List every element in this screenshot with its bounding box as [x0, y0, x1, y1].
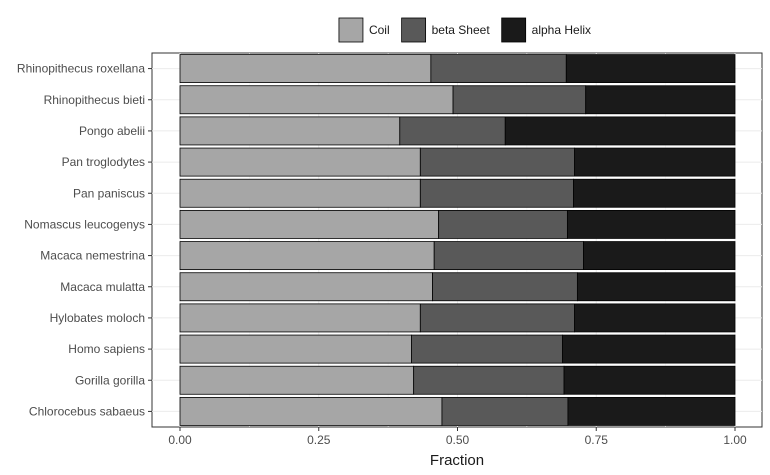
bar-segment-coil [179, 147, 421, 177]
bar-segment-coil [179, 241, 435, 271]
legend-label: Coil [369, 23, 390, 37]
bar-segment-coil [179, 178, 421, 208]
x-axis-title: Fraction [430, 452, 484, 469]
bar-segment-coil [179, 303, 421, 333]
y-tick-label: Macaca nemestrina [40, 249, 145, 263]
bar-segment-alpha-helix [566, 209, 736, 239]
bar-segment-beta-sheet [399, 116, 506, 146]
legend-key-beta-sheet [401, 17, 427, 43]
bar-segment-coil [179, 365, 415, 395]
bar-segment-beta-sheet [441, 396, 569, 426]
bar-segment-alpha-helix [567, 396, 736, 426]
x-tick-label: 0.00 [168, 433, 192, 447]
y-tick-label: Hylobates moloch [50, 311, 145, 325]
y-tick-label: Rhinopithecus bieti [44, 93, 145, 107]
x-tick-label: 0.25 [307, 433, 331, 447]
bar-segment-beta-sheet [419, 303, 576, 333]
bar-segment-coil [179, 85, 454, 115]
bar-segment-beta-sheet [419, 178, 574, 208]
y-tick-label: Gorilla gorilla [75, 373, 145, 387]
bar-segment-alpha-helix [504, 116, 736, 146]
y-tick-label: Macaca mulatta [60, 280, 145, 294]
y-tick-label: Chlorocebus sabaeus [29, 404, 145, 418]
bar-segment-alpha-helix [585, 85, 736, 115]
bar-segment-alpha-helix [565, 54, 736, 84]
y-tick-label: Rhinopithecus roxellana [17, 62, 145, 76]
y-tick-label: Pongo abelii [79, 124, 145, 138]
bar-segment-beta-sheet [413, 365, 565, 395]
y-tick-label: Nomascus leucogenys [24, 217, 145, 231]
bar-segment-beta-sheet [438, 209, 568, 239]
legend-key-coil [338, 17, 364, 43]
legend-key-alpha-helix [501, 17, 527, 43]
bar-segment-beta-sheet [433, 241, 584, 271]
bar-segment-coil [179, 116, 401, 146]
bar-segment-alpha-helix [583, 241, 736, 271]
bar-segment-alpha-helix [561, 334, 736, 364]
legend-label: alpha Helix [532, 23, 591, 37]
y-tick-label: Homo sapiens [68, 342, 145, 356]
bar-segment-alpha-helix [576, 272, 736, 302]
bar-segment-beta-sheet [432, 272, 578, 302]
x-tick-label: 0.75 [585, 433, 609, 447]
y-axis: Rhinopithecus roxellana Rhinopithecus bie… [17, 62, 152, 418]
bar-segment-coil [179, 54, 432, 84]
y-tick-label: Pan paniscus [73, 186, 145, 200]
bars [179, 54, 736, 426]
bar-segment-alpha-helix [573, 178, 736, 208]
bar-segment-beta-sheet [411, 334, 563, 364]
bar-segment-beta-sheet [452, 85, 587, 115]
x-tick-label: 0.50 [446, 433, 470, 447]
x-tick-label: 1.00 [723, 433, 747, 447]
bar-segment-coil [179, 272, 433, 302]
bar-segment-beta-sheet [430, 54, 567, 84]
bar-segment-coil [179, 396, 443, 426]
legend: Coil beta Sheet alpha Helix [338, 17, 591, 43]
legend-label: beta Sheet [432, 23, 491, 37]
x-axis: 0.00 0.25 0.50 0.75 1.00 [168, 427, 747, 447]
bar-segment-coil [179, 209, 440, 239]
bar-segment-coil [179, 334, 412, 364]
bar-segment-alpha-helix [563, 365, 736, 395]
y-tick-label: Pan troglodytes [62, 155, 145, 169]
bar-segment-alpha-helix [574, 303, 736, 333]
bar-segment-alpha-helix [574, 147, 736, 177]
bar-segment-beta-sheet [419, 147, 576, 177]
